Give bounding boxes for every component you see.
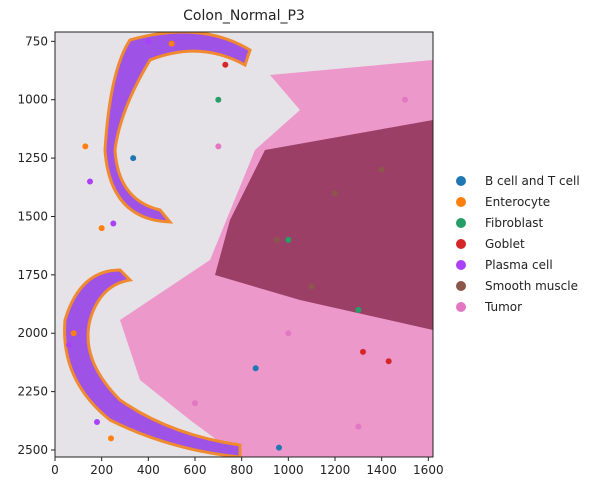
tissue-image (63, 32, 433, 457)
cell-point (355, 423, 362, 430)
y-tick-label: 1250 (17, 151, 48, 165)
cell-point (145, 38, 152, 45)
cell-point (66, 341, 72, 348)
x-tick-label: 800 (230, 463, 253, 477)
cell-point (360, 348, 366, 355)
cell-point (168, 40, 175, 47)
cell-point (385, 358, 392, 365)
y-tick-label: 750 (25, 34, 48, 48)
legend-label: Enterocyte (485, 195, 550, 209)
legend-marker (456, 302, 466, 312)
x-tick-label: 1400 (366, 463, 397, 477)
x-tick-label: 1600 (413, 463, 444, 477)
legend-label: Plasma cell (485, 258, 553, 272)
cell-point (402, 96, 408, 103)
cell-point (215, 143, 222, 150)
legend-label: Fibroblast (485, 216, 544, 230)
cell-point (94, 418, 100, 425)
plot-frame (54, 31, 434, 458)
legend-marker (456, 197, 466, 207)
legend-label: Tumor (484, 300, 522, 314)
legend-marker (456, 239, 466, 249)
legend-marker (456, 218, 466, 228)
cell-point (285, 236, 292, 243)
legend-label: Goblet (485, 237, 525, 251)
tissue-crypt-band (103, 32, 252, 224)
y-tick-label: 2000 (17, 326, 48, 340)
y-tick-label: 2250 (17, 385, 48, 399)
cell-point (308, 283, 315, 290)
cell-point (378, 166, 385, 173)
cell-point (222, 61, 229, 68)
cell-point (273, 236, 280, 243)
x-tick-label: 400 (137, 463, 160, 477)
cell-point (130, 155, 137, 162)
x-tick-label: 600 (184, 463, 207, 477)
y-tick-label: 1750 (17, 268, 48, 282)
x-tick-label: 0 (51, 463, 59, 477)
cell-point (285, 330, 292, 337)
cell-point (110, 220, 117, 227)
cell-point (192, 400, 198, 407)
y-tick-label: 1000 (17, 93, 48, 107)
cell-point (215, 96, 222, 103)
chart-title: Colon_Normal_P3 (183, 8, 305, 24)
legend-label: Smooth muscle (485, 279, 578, 293)
cell-point (332, 190, 338, 197)
legend-marker (456, 281, 466, 291)
legend-marker (456, 260, 466, 270)
x-tick-label: 1200 (320, 463, 351, 477)
x-tick-label: 1000 (273, 463, 304, 477)
cell-point (70, 330, 77, 337)
cell-point (276, 444, 282, 451)
cell-point (98, 225, 105, 232)
tissue-muscle (215, 120, 433, 330)
y-tick-label: 1500 (17, 209, 48, 223)
cell-point (355, 306, 362, 313)
cell-point (82, 143, 89, 150)
legend-marker (456, 176, 466, 186)
cell-point (87, 178, 93, 185)
y-tick-label: 2500 (17, 443, 48, 457)
legend-label: B cell and T cell (485, 174, 580, 188)
x-tick-label: 200 (90, 463, 113, 477)
cell-point (108, 435, 114, 442)
cell-point (252, 365, 259, 372)
